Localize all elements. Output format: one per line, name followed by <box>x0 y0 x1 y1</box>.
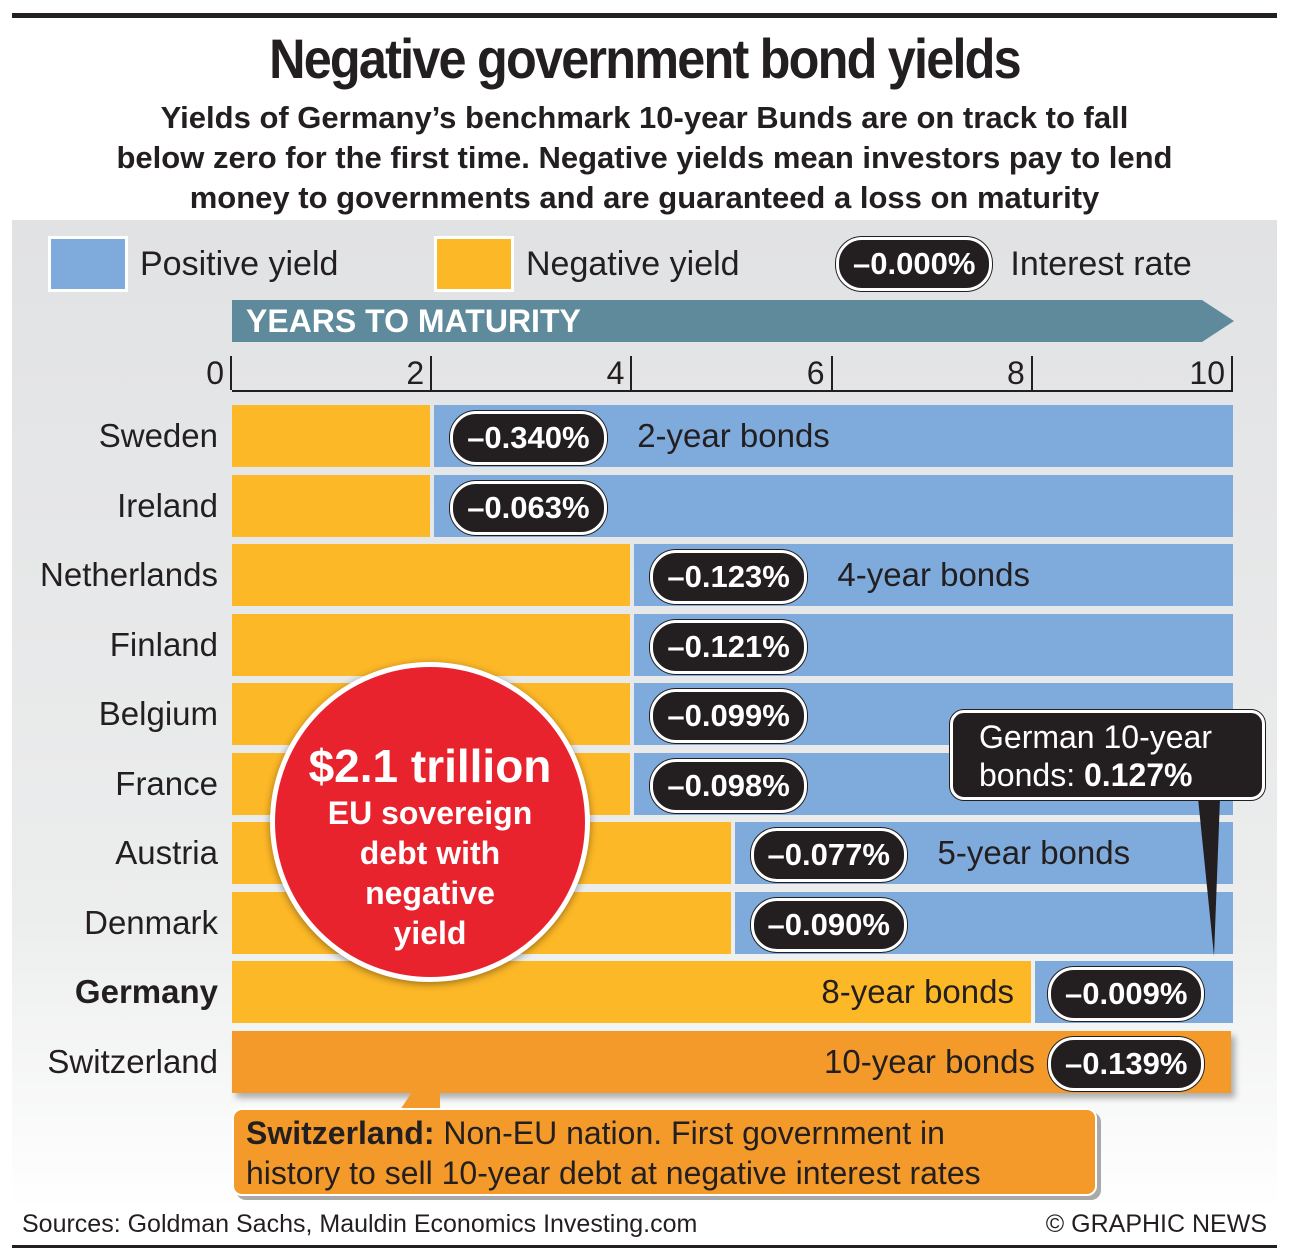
bond-label: 2-year bonds <box>637 417 830 454</box>
yield-pill: –0.139% <box>1048 1036 1205 1091</box>
axis-title: YEARS TO MATURITY <box>232 300 1202 342</box>
swiss-callout: Switzerland: Non-EU nation. First govern… <box>232 1108 1097 1196</box>
legend-pill: –0.000% <box>836 237 993 291</box>
german-callout-pointer <box>1198 798 1220 956</box>
country-label: Germany <box>74 973 218 1010</box>
x-axis <box>232 390 1233 392</box>
chart-title: Negative government bond yields <box>269 27 1022 90</box>
bond-label: 10-year bonds <box>824 1042 1035 1080</box>
country-label: France <box>115 764 218 802</box>
bottom-rule <box>12 1245 1277 1248</box>
callout-text: history to sell 10-year debt at negative… <box>246 1155 981 1191</box>
callout-text: Non-EU nation. First government in <box>434 1115 945 1151</box>
yield-pill: –0.009% <box>1048 967 1205 1021</box>
bar-row: Germany –0.009% 8-year bonds <box>0 961 1289 1023</box>
country-label: Finland <box>109 625 218 663</box>
callout-text: bonds: <box>979 757 1084 793</box>
negative-yield-bar <box>232 544 631 606</box>
subtitle-line: Yields of Germany’s benchmark 10-year Bu… <box>160 100 1129 135</box>
subtitle-line: below zero for the first time. Negative … <box>116 140 1173 175</box>
yield-pill: –0.123% <box>650 550 807 604</box>
yield-pill: –0.099% <box>650 689 807 743</box>
legend-swatch-negative <box>434 236 514 292</box>
arrow-icon <box>1202 300 1234 342</box>
callout-text: German 10-year <box>979 719 1212 755</box>
sources: Sources: Goldman Sachs, Mauldin Economic… <box>22 1210 698 1238</box>
country-label: Denmark <box>84 903 218 941</box>
yield-pill: –0.090% <box>750 897 907 952</box>
yield-pill: –0.077% <box>750 828 907 882</box>
eu-debt-badge: $2.1 trillion EU sovereign debt with neg… <box>270 662 590 982</box>
x-tick-label: 0 <box>172 356 232 390</box>
subtitle-line: money to governments and are guaranteed … <box>189 180 1100 215</box>
badge-text: yield <box>393 915 467 951</box>
bar-row: Netherlands –0.123% 4-year bonds <box>0 544 1289 606</box>
swiss-callout-pointer <box>400 1050 440 1110</box>
top-rule <box>12 13 1277 18</box>
bar-row: Ireland –0.063% <box>0 474 1289 537</box>
country-label: Austria <box>115 834 218 871</box>
badge-text: negative <box>365 875 495 911</box>
bar-row: Austria –0.077% 5-year bonds <box>0 822 1289 884</box>
credit: © GRAPHIC NEWS <box>1045 1210 1267 1238</box>
yield-pill: –0.063% <box>450 480 607 535</box>
chart-subtitle: Yields of Germany’s benchmark 10-year Bu… <box>0 98 1289 218</box>
country-label: Sweden <box>98 417 218 454</box>
badge-text: debt with <box>359 835 501 871</box>
bond-label: 5-year bonds <box>937 834 1131 871</box>
bar-row: Switzerland –0.139% 10-year bonds <box>0 1030 1289 1093</box>
badge-text: EU sovereign <box>327 795 533 831</box>
country-label: Netherlands <box>40 556 218 593</box>
german-callout: German 10-year bonds: 0.127% <box>950 710 1265 800</box>
legend-swatch-positive <box>48 236 128 292</box>
bar-row: Denmark –0.090% <box>0 891 1289 954</box>
legend-label: Positive yield <box>140 244 339 283</box>
legend-positive: Positive yield <box>48 236 338 292</box>
x-tick-label: 4 <box>572 356 633 390</box>
legend-negative: Negative yield <box>434 236 740 292</box>
x-tick-label: 2 <box>372 356 433 390</box>
bond-label: 8-year bonds <box>821 973 1014 1010</box>
yield-pill: –0.098% <box>650 758 807 813</box>
bar-row: Finland –0.121% <box>0 613 1289 676</box>
callout-bold: Switzerland: <box>246 1115 435 1151</box>
negative-yield-bar <box>232 474 431 537</box>
country-label: Ireland <box>117 486 218 524</box>
legend-label: Negative yield <box>526 244 740 283</box>
negative-yield-bar <box>232 961 1031 1023</box>
legend-label: Interest rate <box>1010 244 1192 283</box>
badge-amount: $2.1 trillion <box>308 740 552 792</box>
yield-pill: –0.340% <box>450 411 607 465</box>
x-tick-label: 6 <box>773 356 833 390</box>
callout-value: 0.127% <box>1083 757 1193 793</box>
country-label: Switzerland <box>47 1042 218 1080</box>
yield-pill: –0.121% <box>650 619 807 674</box>
bar-row: Sweden –0.340% 2-year bonds <box>0 405 1289 467</box>
negative-yield-bar <box>232 405 431 467</box>
country-label: Belgium <box>98 695 218 732</box>
legend-rate: –0.000% Interest rate <box>836 236 1192 292</box>
bond-label: 4-year bonds <box>837 556 1031 593</box>
x-tick-label: 8 <box>973 356 1033 390</box>
x-tick-label: 10 <box>1173 356 1233 390</box>
